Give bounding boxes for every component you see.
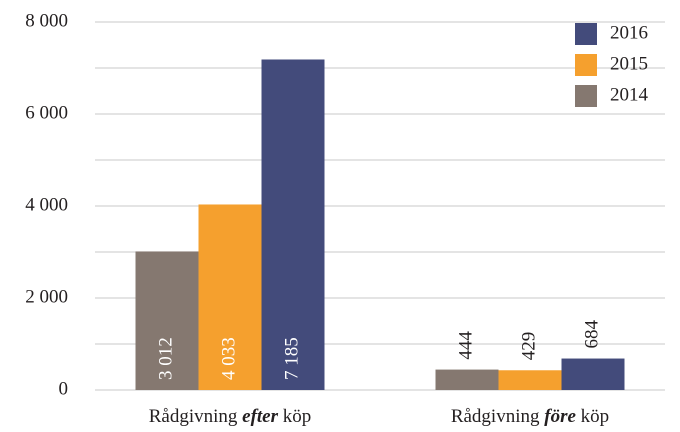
bar — [135, 251, 199, 390]
value-label: 3 012 — [155, 337, 176, 380]
x-tick-label: Rådgivning före köp — [451, 406, 609, 427]
value-label: 444 — [455, 331, 476, 360]
x-tick-label: Rådgivning efter köp — [149, 406, 312, 427]
value-label: 7 185 — [281, 337, 302, 380]
bar — [198, 204, 262, 390]
y-tick-label: 8 000 — [25, 10, 68, 31]
legend-swatch — [575, 54, 597, 76]
value-label: 684 — [581, 320, 602, 349]
legend-label: 2014 — [610, 84, 649, 105]
legend-swatch — [575, 23, 597, 45]
legend-swatch — [575, 85, 597, 107]
bar — [435, 369, 499, 390]
y-tick-label: 4 000 — [25, 194, 68, 215]
legend-label: 2016 — [610, 22, 648, 43]
bar — [498, 370, 562, 390]
bar — [561, 358, 625, 390]
y-tick-label: 0 — [59, 378, 69, 399]
value-label: 429 — [518, 332, 539, 361]
value-label: 4 033 — [218, 337, 239, 380]
y-tick-label: 6 000 — [25, 102, 68, 123]
bar — [261, 59, 325, 391]
legend-label: 2015 — [610, 53, 648, 74]
y-tick-label: 2 000 — [25, 286, 68, 307]
